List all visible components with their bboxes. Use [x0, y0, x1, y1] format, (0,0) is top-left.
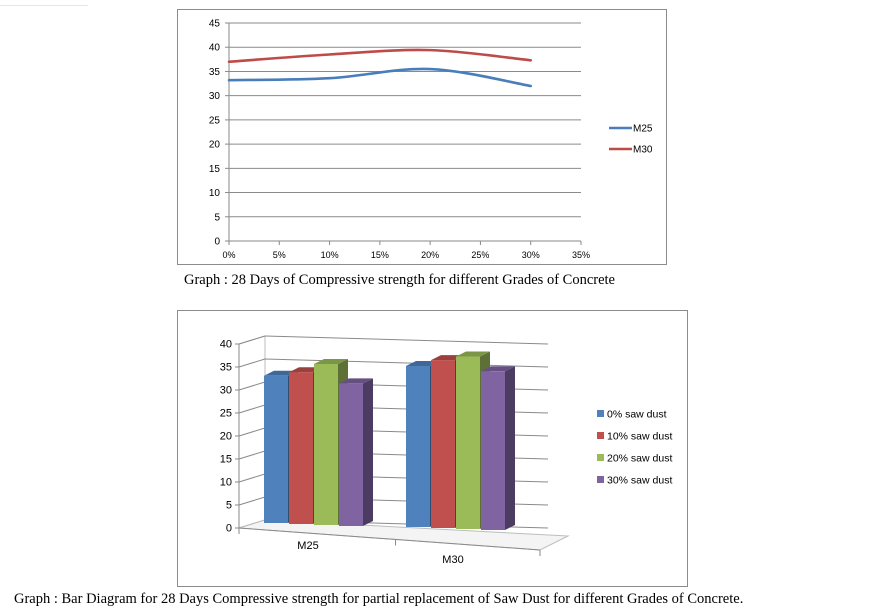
- bar-chart-svg: 0 5 10 15 20 25 30 35 40 M25 M30 0% saw dust 10% saw…: [220, 335, 672, 566]
- legend-label: M25: [633, 124, 653, 135]
- gridline-side: [238, 381, 266, 391]
- x-tick-label: 25%: [471, 250, 489, 260]
- x-category-label: M25: [297, 540, 318, 552]
- bar-top: [339, 378, 373, 384]
- gridline-side: [238, 450, 266, 460]
- y-tick-label: 5: [214, 212, 220, 223]
- y-tick-label: 0: [214, 237, 220, 248]
- x-tick-label: 35%: [572, 250, 590, 260]
- gridline-side: [238, 473, 266, 483]
- bar-m30-3: [481, 371, 505, 530]
- series-line-m25: [227, 67, 533, 88]
- line-chart-caption: Graph : 28 Days of Compressive strength …: [184, 272, 615, 288]
- legend-swatch: [597, 432, 604, 439]
- y-tick-label: 10: [209, 188, 221, 199]
- legend-label: 30% saw dust: [607, 475, 672, 487]
- bar-m30-1: [431, 360, 455, 528]
- x-tick-label: 15%: [371, 250, 389, 260]
- x-axis: [238, 527, 541, 551]
- bar-m25-2: [314, 364, 338, 525]
- y-tick-label: 25: [209, 115, 221, 126]
- legend-label: 10% saw dust: [607, 431, 672, 443]
- y-tick-label: 5: [226, 500, 232, 512]
- x-category-label: M30: [442, 554, 463, 566]
- gridline-side: [238, 427, 266, 437]
- bar-m30-0: [406, 366, 430, 527]
- y-tick-label: 25: [220, 408, 232, 420]
- legend-swatch: [597, 476, 604, 483]
- legend-label: M30: [633, 145, 653, 156]
- x-tick-label: 5%: [273, 250, 286, 260]
- y-tick-label: 35: [220, 362, 232, 374]
- y-tick-label: 10: [220, 477, 232, 489]
- y-tick-label: 30: [209, 91, 221, 102]
- legend-swatch: [597, 410, 604, 417]
- legend-label: 20% saw dust: [607, 453, 672, 465]
- y-tick-label: 15: [209, 164, 221, 175]
- bar-chart: 0 5 10 15 20 25 30 35 40 M25 M30 0% saw dust 10% saw…: [177, 310, 688, 587]
- line-chart: 0 5 10 15 20 25 30 35 40 45 0% 5% 10% 15% 20% 25% 30% 35%…: [177, 9, 667, 265]
- x-tick-label: 30%: [522, 250, 540, 260]
- gridline: [264, 335, 549, 345]
- y-tick-label: 30: [220, 385, 232, 397]
- bar-top: [456, 351, 490, 357]
- bar-m30-2: [456, 356, 480, 529]
- gridline-side: [238, 358, 266, 368]
- x-tick-label: 10%: [321, 250, 339, 260]
- series-line-m30: [227, 48, 533, 64]
- y-tick-label: 45: [209, 19, 221, 30]
- y-tick-label: 20: [220, 431, 232, 443]
- bar-top: [481, 366, 515, 372]
- y-tick-label: 40: [209, 43, 221, 54]
- bar-chart-caption: Graph : Bar Diagram for 28 Days Compress…: [14, 591, 744, 607]
- y-tick-label: 40: [220, 339, 232, 351]
- bar-m25-3: [339, 383, 363, 526]
- bar-m25-0: [264, 375, 288, 523]
- line-chart-svg: 0 5 10 15 20 25 30 35 40 45 0% 5% 10% 15% 20% 25% 30% 35%…: [209, 19, 653, 261]
- bar-side: [363, 378, 373, 526]
- gridline: [264, 358, 549, 368]
- y-tick-label: 15: [220, 454, 232, 466]
- x-tick-label: 0%: [222, 250, 235, 260]
- top-left-divider: [0, 0, 88, 6]
- bar-side: [505, 366, 515, 530]
- gridline-side: [238, 404, 266, 414]
- x-tick-label: 20%: [421, 250, 439, 260]
- y-tick-label: 35: [209, 67, 221, 78]
- legend-label: 0% saw dust: [607, 409, 667, 421]
- y-tick-label: 20: [209, 140, 221, 151]
- bar-m25-1: [289, 372, 313, 524]
- floor: [238, 519, 570, 551]
- gridline-side: [238, 335, 266, 345]
- y-tick-label: 0: [226, 523, 232, 535]
- bar-top: [314, 359, 348, 364]
- gridline-side: [238, 496, 266, 506]
- legend-swatch: [597, 454, 604, 461]
